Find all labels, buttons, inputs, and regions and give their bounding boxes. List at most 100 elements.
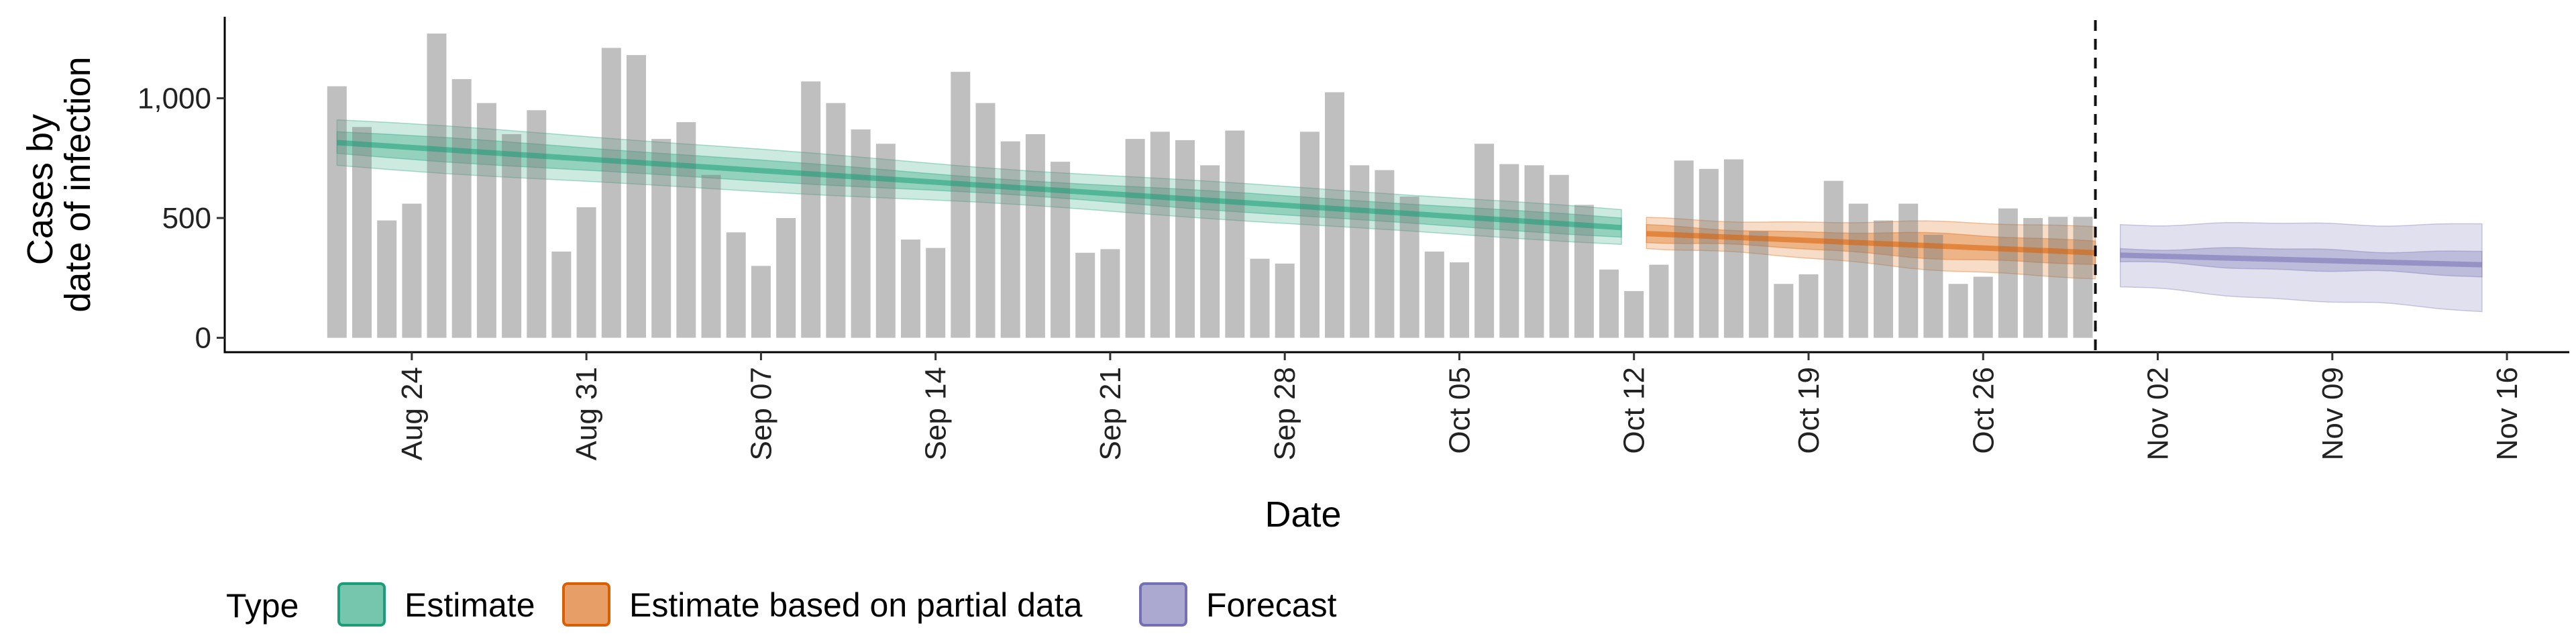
case-bar	[875, 144, 896, 338]
case-bar	[1774, 284, 1794, 338]
case-bar	[377, 220, 397, 338]
y-tick-label: 1,000	[138, 82, 211, 115]
y-axis-title-line-2: date of infection	[58, 56, 98, 312]
case-bar	[1923, 235, 1943, 338]
case-bar	[751, 266, 771, 338]
y-axis-title-line-1: Cases by	[20, 114, 60, 265]
case-bar	[327, 86, 347, 338]
case-bar	[1325, 92, 1344, 338]
case-bar	[1424, 252, 1444, 338]
case-bar	[701, 174, 721, 338]
legend-item: Forecast	[1139, 582, 1337, 627]
legend-swatch	[337, 582, 386, 627]
case-bar	[1948, 284, 1968, 338]
case-bar	[975, 103, 996, 338]
case-bar	[551, 252, 572, 338]
case-bar	[576, 207, 596, 338]
legend-title: Type	[226, 587, 299, 625]
case-bar	[352, 127, 372, 338]
case-bar	[1723, 159, 1743, 338]
case-bar	[476, 103, 496, 338]
case-bar	[1399, 196, 1419, 338]
case-bar	[1275, 263, 1295, 338]
x-tick-label: Oct 05	[1444, 367, 1477, 454]
axes	[217, 17, 2569, 360]
case-bars	[327, 34, 2093, 338]
x-tick-label: Sep 21	[1094, 367, 1127, 460]
median-lines	[337, 140, 2482, 268]
case-bar	[1823, 180, 1843, 338]
case-bar	[1749, 231, 1769, 338]
legend-swatch	[1139, 582, 1187, 627]
case-bar	[801, 81, 821, 338]
case-bar	[1874, 220, 1893, 338]
case-bar	[1125, 139, 1145, 338]
case-bar	[1998, 208, 2018, 338]
case-bar	[851, 129, 871, 338]
x-tick-label: Aug 24	[396, 367, 429, 460]
case-bar	[402, 203, 422, 338]
case-bar	[901, 239, 920, 338]
case-bar	[1474, 144, 1495, 338]
x-tick-label: Sep 14	[920, 367, 953, 460]
case-bar	[1225, 130, 1245, 338]
case-bar	[1649, 264, 1669, 338]
case-bar	[1524, 165, 1544, 338]
estimate-based-on-partial-data-median-line	[1646, 231, 2096, 256]
x-axis-title: Date	[1265, 494, 1341, 535]
case-bar	[776, 218, 796, 338]
y-tick-label: 500	[162, 202, 211, 235]
case-bar	[726, 232, 746, 338]
x-tick-label: Oct 12	[1618, 367, 1651, 454]
case-bar	[1848, 203, 1868, 338]
x-tick-label: Oct 26	[1967, 367, 2000, 454]
case-bar	[1025, 134, 1045, 338]
case-bar	[1250, 258, 1270, 338]
x-tick-label: Nov 16	[2491, 367, 2524, 460]
legend-item: Estimate based on partial data	[562, 582, 1083, 627]
case-bar	[1299, 131, 1320, 338]
case-bar	[651, 139, 672, 338]
x-tick-label: Aug 31	[570, 367, 603, 460]
case-bar	[2048, 217, 2068, 338]
case-bar	[1175, 140, 1195, 338]
y-axis-title: Cases by date of infection	[20, 56, 98, 312]
case-bar	[1898, 203, 1919, 338]
x-tick-label: Nov 09	[2316, 367, 2349, 460]
x-tick-label: Sep 28	[1269, 367, 1301, 460]
legend-label: Estimate based on partial data	[629, 586, 1083, 624]
legend-swatch	[562, 582, 610, 627]
case-bar	[502, 134, 522, 338]
forecast-outer-band	[2119, 222, 2483, 313]
case-bar	[1100, 249, 1120, 338]
case-bar	[826, 103, 846, 338]
case-bar	[1375, 170, 1395, 338]
case-bar	[527, 110, 547, 338]
tick-labels: 0 500 1,000 Aug 24 Aug 31 Sep 07 Sep 14 Sep 21 S…	[138, 82, 2524, 460]
case-bar	[926, 248, 946, 338]
legend: Type Estimate Estimate based on partial da…	[226, 582, 1337, 627]
forecast-median-line	[2120, 252, 2482, 268]
legend-label: Forecast	[1206, 586, 1337, 624]
case-bar	[1350, 165, 1370, 338]
case-bar	[2023, 218, 2043, 338]
case-bar	[1699, 168, 1719, 338]
y-tick-label: 0	[195, 322, 211, 355]
case-bar	[1599, 269, 1619, 338]
estimate-median-line	[337, 140, 1622, 231]
case-bar	[1000, 141, 1020, 338]
x-tick-label: Nov 02	[2142, 367, 2175, 460]
legend-label: Estimate	[405, 586, 535, 624]
case-bar	[2073, 217, 2093, 338]
case-bar	[1549, 174, 1569, 338]
case-bar	[601, 48, 621, 338]
case-bar	[627, 55, 646, 338]
case-bar	[1150, 131, 1170, 338]
case-bar	[1799, 274, 1819, 338]
x-tick-label: Sep 07	[745, 367, 777, 460]
case-bar	[676, 122, 696, 338]
case-bar	[1450, 262, 1469, 338]
case-bar	[1075, 252, 1095, 338]
case-bar	[1200, 165, 1220, 338]
